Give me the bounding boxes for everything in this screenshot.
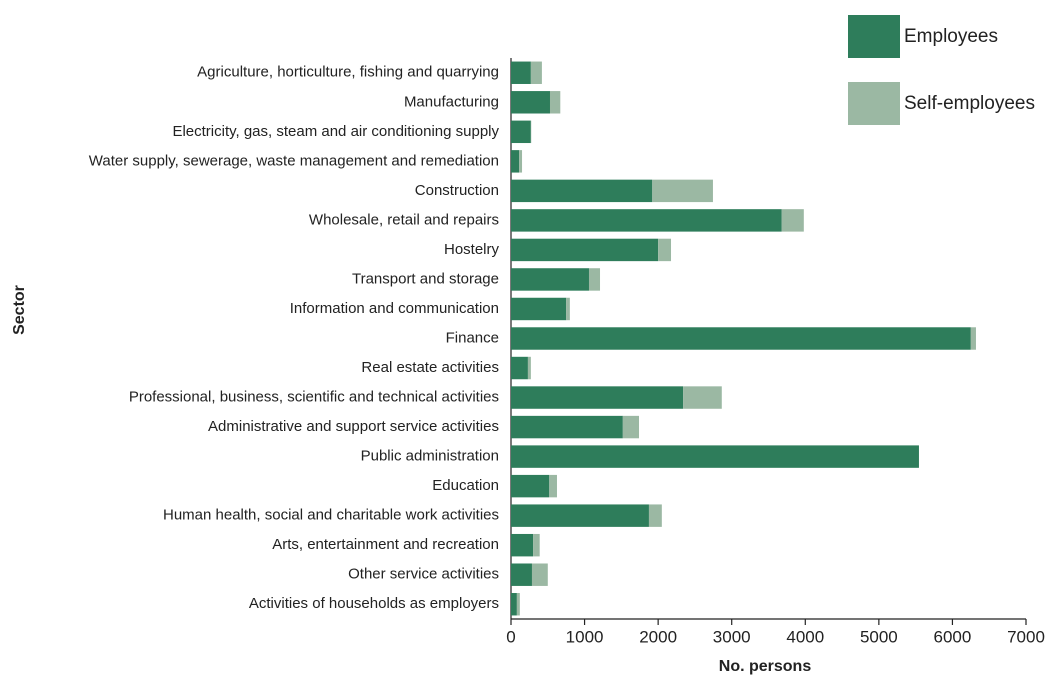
bar-segment xyxy=(517,593,520,615)
y-tick-label: Construction xyxy=(415,182,499,199)
bar-segment xyxy=(652,180,713,202)
bar-segment xyxy=(549,475,557,497)
bar-segment xyxy=(511,150,519,172)
y-tick-label: Wholesale, retail and repairs xyxy=(309,211,499,228)
bar-segment xyxy=(511,593,517,615)
bar-segment xyxy=(782,209,804,231)
bar-segment xyxy=(511,62,531,84)
x-tick-label: 2000 xyxy=(639,627,677,646)
bar-segment xyxy=(511,268,589,290)
bar-segment xyxy=(623,416,639,438)
y-tick-label: Information and communication xyxy=(290,300,499,317)
legend-swatch xyxy=(848,82,900,125)
bar-segment xyxy=(511,121,531,143)
bar-segment xyxy=(649,504,662,526)
y-tick-label: Education xyxy=(432,477,499,494)
x-tick-label: 4000 xyxy=(786,627,824,646)
bar-segment xyxy=(511,416,623,438)
x-tick-label: 5000 xyxy=(860,627,898,646)
y-tick-label: Real estate activities xyxy=(361,359,499,376)
bar-segment xyxy=(511,298,566,320)
x-tick-label: 3000 xyxy=(713,627,751,646)
x-tick-label: 0 xyxy=(506,627,515,646)
bar-segment xyxy=(532,563,548,585)
y-tick-label: Activities of households as employers xyxy=(249,595,499,612)
legend-swatch xyxy=(848,15,900,58)
bar-segment xyxy=(511,534,533,556)
bar-segment xyxy=(550,91,560,113)
x-tick-label: 1000 xyxy=(566,627,604,646)
bar-segment xyxy=(511,386,683,408)
bar-segment xyxy=(511,91,550,113)
y-tick-label: Electricity, gas, steam and air conditio… xyxy=(172,123,499,140)
x-tick-label: 7000 xyxy=(1007,627,1045,646)
bar-segment xyxy=(533,534,540,556)
y-tick-label: Administrative and support service activ… xyxy=(208,418,499,435)
bar-segment xyxy=(528,357,531,379)
y-tick-label: Transport and storage xyxy=(352,270,499,287)
bar-segment xyxy=(511,239,658,261)
x-tick-label: 6000 xyxy=(934,627,972,646)
x-axis-label: No. persons xyxy=(719,658,812,675)
bar-segment xyxy=(531,62,542,84)
y-tick-label: Arts, entertainment and recreation xyxy=(272,536,499,553)
bar-segment xyxy=(566,298,570,320)
legend-label: Employees xyxy=(904,26,998,47)
bar-segment xyxy=(511,475,549,497)
bar-segment xyxy=(511,445,919,467)
bar-segment xyxy=(511,209,782,231)
y-tick-label: Professional, business, scientific and t… xyxy=(129,389,499,406)
bar-segment xyxy=(519,150,522,172)
y-tick-label: Agriculture, horticulture, fishing and q… xyxy=(197,64,499,81)
bar-segment xyxy=(658,239,671,261)
y-tick-label: Manufacturing xyxy=(404,93,499,110)
y-tick-label: Finance xyxy=(446,329,499,346)
bar-segment xyxy=(511,327,971,349)
y-tick-label: Other service activities xyxy=(348,566,499,583)
legend-label: Self-employees xyxy=(904,93,1035,114)
y-tick-label: Human health, social and charitable work… xyxy=(163,507,499,524)
bar-segment xyxy=(511,180,652,202)
y-tick-label: Public administration xyxy=(361,448,499,465)
bar-segment xyxy=(683,386,722,408)
bar-segment xyxy=(589,268,600,290)
y-axis-label: Sector xyxy=(11,285,28,335)
y-tick-label: Water supply, sewerage, waste management… xyxy=(89,152,499,169)
y-tick-label: Hostelry xyxy=(444,241,500,258)
bar-segment xyxy=(511,504,649,526)
bar-segment xyxy=(511,357,528,379)
bar-segment xyxy=(971,327,976,349)
bar-segment xyxy=(511,563,532,585)
